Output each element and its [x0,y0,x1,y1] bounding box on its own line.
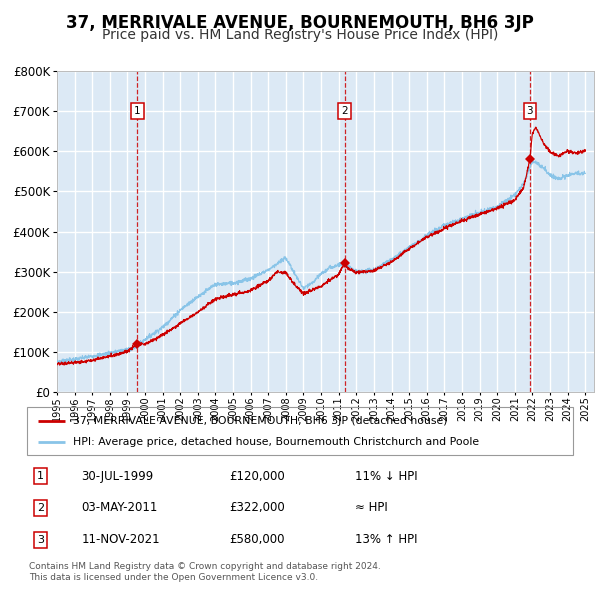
Text: 11-NOV-2021: 11-NOV-2021 [82,533,160,546]
Text: 1: 1 [37,471,44,481]
Text: Price paid vs. HM Land Registry's House Price Index (HPI): Price paid vs. HM Land Registry's House … [102,28,498,42]
Text: 3: 3 [37,535,44,545]
Text: 2: 2 [341,106,348,116]
Text: £120,000: £120,000 [229,470,285,483]
Text: ≈ HPI: ≈ HPI [355,502,388,514]
Text: HPI: Average price, detached house, Bournemouth Christchurch and Poole: HPI: Average price, detached house, Bour… [73,437,479,447]
Text: 30-JUL-1999: 30-JUL-1999 [82,470,154,483]
Text: 13% ↑ HPI: 13% ↑ HPI [355,533,417,546]
Text: Contains HM Land Registry data © Crown copyright and database right 2024.
This d: Contains HM Land Registry data © Crown c… [29,562,380,582]
Text: £322,000: £322,000 [229,502,285,514]
Text: 11% ↓ HPI: 11% ↓ HPI [355,470,417,483]
Text: 37, MERRIVALE AVENUE, BOURNEMOUTH, BH6 3JP (detached house): 37, MERRIVALE AVENUE, BOURNEMOUTH, BH6 3… [73,415,448,425]
Text: 37, MERRIVALE AVENUE, BOURNEMOUTH, BH6 3JP: 37, MERRIVALE AVENUE, BOURNEMOUTH, BH6 3… [66,14,534,32]
Text: 03-MAY-2011: 03-MAY-2011 [82,502,158,514]
Text: £580,000: £580,000 [229,533,284,546]
Text: 1: 1 [134,106,141,116]
Text: 2: 2 [37,503,44,513]
Text: 3: 3 [527,106,533,116]
